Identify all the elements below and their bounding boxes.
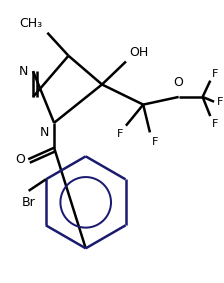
Text: O: O — [15, 153, 25, 166]
Text: F: F — [212, 69, 219, 79]
Text: Br: Br — [22, 196, 36, 209]
Text: N: N — [40, 126, 49, 139]
Text: F: F — [152, 137, 158, 147]
Text: N: N — [19, 65, 28, 78]
Text: F: F — [117, 128, 123, 139]
Text: F: F — [217, 97, 223, 107]
Text: O: O — [174, 76, 184, 89]
Text: CH₃: CH₃ — [19, 17, 43, 30]
Text: OH: OH — [129, 46, 148, 59]
Text: F: F — [212, 119, 219, 129]
